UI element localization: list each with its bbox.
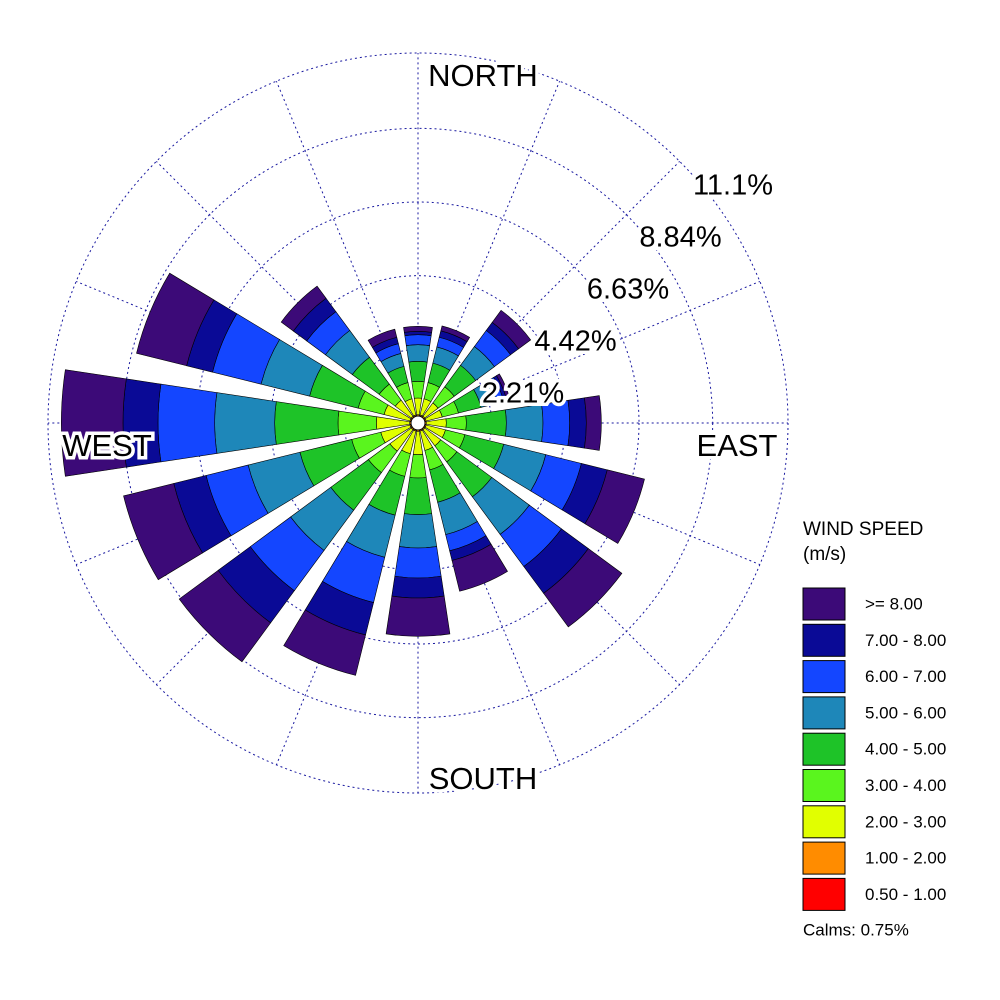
legend-label: 4.00 - 5.00 (865, 740, 946, 759)
wedge-segment (394, 546, 442, 579)
spoke (156, 474, 367, 685)
compass-label: SOUTH (429, 761, 538, 796)
wedge-segment (123, 483, 203, 581)
ring-label: 6.63% (587, 274, 669, 306)
wedges (61, 272, 645, 676)
wedge-segment (136, 272, 215, 367)
wedge-segment (385, 595, 451, 637)
wedge-segment (283, 609, 366, 676)
legend-label: 6.00 - 7.00 (865, 667, 946, 686)
wedge-segment (411, 381, 425, 399)
legend-label: 3.00 - 4.00 (865, 776, 946, 795)
wedge-segment (445, 415, 467, 431)
spoke (445, 80, 561, 356)
legend-swatch (802, 696, 846, 730)
wedge-segment (280, 285, 327, 332)
legend-swatch (802, 587, 846, 621)
compass-label: NORTH (428, 58, 538, 93)
legend-label: 1.00 - 2.00 (865, 849, 946, 868)
wedge-segment (408, 361, 428, 383)
wedge-segment (451, 543, 508, 592)
calm-circle (410, 415, 426, 431)
wedge-segment (403, 326, 433, 333)
wedge-segment (403, 477, 433, 515)
legend-swatch (802, 841, 846, 875)
compass-label: WEST (62, 428, 152, 463)
legend-swatch (802, 623, 846, 657)
wedge-segment (567, 397, 587, 449)
ring-label: 11.1% (693, 170, 773, 202)
wedge-segment (409, 453, 427, 479)
wedge-segment (337, 410, 378, 436)
wedge-segment (584, 469, 645, 544)
spoke (485, 280, 761, 396)
spoke (445, 490, 561, 766)
spoke (275, 80, 391, 356)
legend-label: 0.50 - 1.00 (865, 885, 946, 904)
spoke (469, 161, 680, 372)
wedge-segment (405, 344, 431, 363)
spoke (275, 490, 391, 766)
wedge-segment (543, 548, 623, 628)
legend-swatch (802, 660, 846, 694)
legend-label: 7.00 - 8.00 (865, 631, 946, 650)
calms-label: Calms: 0.75% (803, 920, 909, 939)
ring-label: 8.84% (639, 222, 721, 254)
wedge-segment (440, 325, 471, 343)
legend-label: 5.00 - 6.00 (865, 703, 946, 722)
grid-ring (196, 201, 640, 645)
legend-swatch (802, 732, 846, 766)
wedge-segment (61, 369, 127, 477)
legend-swatch (802, 769, 846, 802)
spoke (156, 161, 367, 372)
spoke (485, 450, 761, 566)
wedge-segment (465, 409, 507, 437)
legend-label: >= 8.00 (865, 594, 923, 613)
wedge-segment (496, 373, 511, 402)
labels: 2.21% 4.42% 6.63% 8.84% 11.1% NORTH EAST SOUTH W… (59, 55, 781, 800)
spoke (75, 280, 351, 396)
spoke (75, 450, 351, 566)
wedge-segment (404, 334, 432, 346)
wedge-segment (391, 575, 445, 599)
legend-label: 2.00 - 3.00 (865, 812, 946, 831)
ring-label: 4.42% (534, 326, 616, 358)
wedge-segment (584, 395, 602, 451)
legend-swatch (802, 877, 846, 911)
wedge-segment (274, 401, 340, 445)
wedge-segment (491, 309, 532, 350)
wedge-segment (398, 513, 438, 549)
wedge-segment (178, 569, 272, 663)
wedge-segment (367, 328, 398, 348)
spoke (469, 474, 680, 685)
compass-label: EAST (697, 428, 778, 463)
legend-title: WIND SPEED (803, 519, 923, 540)
legend-swatch (802, 805, 846, 839)
ring-label: 2.21% (482, 378, 564, 410)
legend: >= 8.00 7.00 - 8.00 6.00 - 7.00 5.00 - 6.00… (802, 587, 946, 911)
legend-subtitle: (m/s) (803, 544, 846, 565)
wedge-segment (504, 403, 544, 443)
wedge-segment (157, 383, 218, 463)
wedge-segment (214, 392, 277, 454)
